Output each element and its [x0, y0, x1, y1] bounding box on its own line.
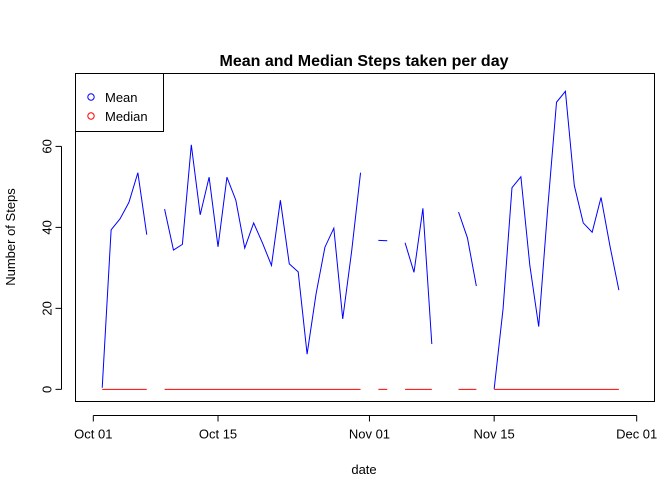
y-axis-label: Number of Steps — [3, 188, 18, 286]
y-tick-label: 60 — [40, 139, 55, 153]
mean-line-segment-1 — [164, 144, 362, 355]
mean-line-segment-3 — [404, 208, 433, 345]
legend-box — [75, 73, 164, 132]
y-tick-label: 40 — [40, 220, 55, 234]
legend-marker-mean — [87, 93, 95, 101]
mean-line-segment-5 — [493, 90, 620, 390]
chart-title: Mean and Median Steps taken per day — [220, 53, 509, 70]
x-axis: Oct 01 Oct 15 Nov 01 Nov 15 Dec 01 — [74, 415, 657, 442]
legend-label-median: Median — [105, 109, 148, 124]
legend: Mean Median — [75, 73, 164, 132]
x-tick-label: Oct 15 — [199, 427, 237, 442]
x-tick-label: Nov 15 — [474, 427, 515, 442]
series-layer — [101, 90, 620, 390]
x-tick-label: Dec 01 — [616, 427, 657, 442]
plot-area-border — [75, 73, 655, 402]
mean-line-segment-0 — [101, 172, 148, 388]
x-tick-label: Oct 01 — [74, 427, 112, 442]
x-tick-label: Nov 01 — [349, 427, 390, 442]
y-tick-label: 0 — [40, 386, 55, 393]
mean-line-segment-4 — [458, 211, 477, 287]
legend-label-mean: Mean — [105, 90, 138, 105]
y-tick-label: 20 — [40, 301, 55, 315]
x-axis-label: date — [351, 462, 376, 477]
y-axis: 0 20 40 60 — [40, 139, 62, 393]
legend-marker-median — [87, 112, 95, 120]
